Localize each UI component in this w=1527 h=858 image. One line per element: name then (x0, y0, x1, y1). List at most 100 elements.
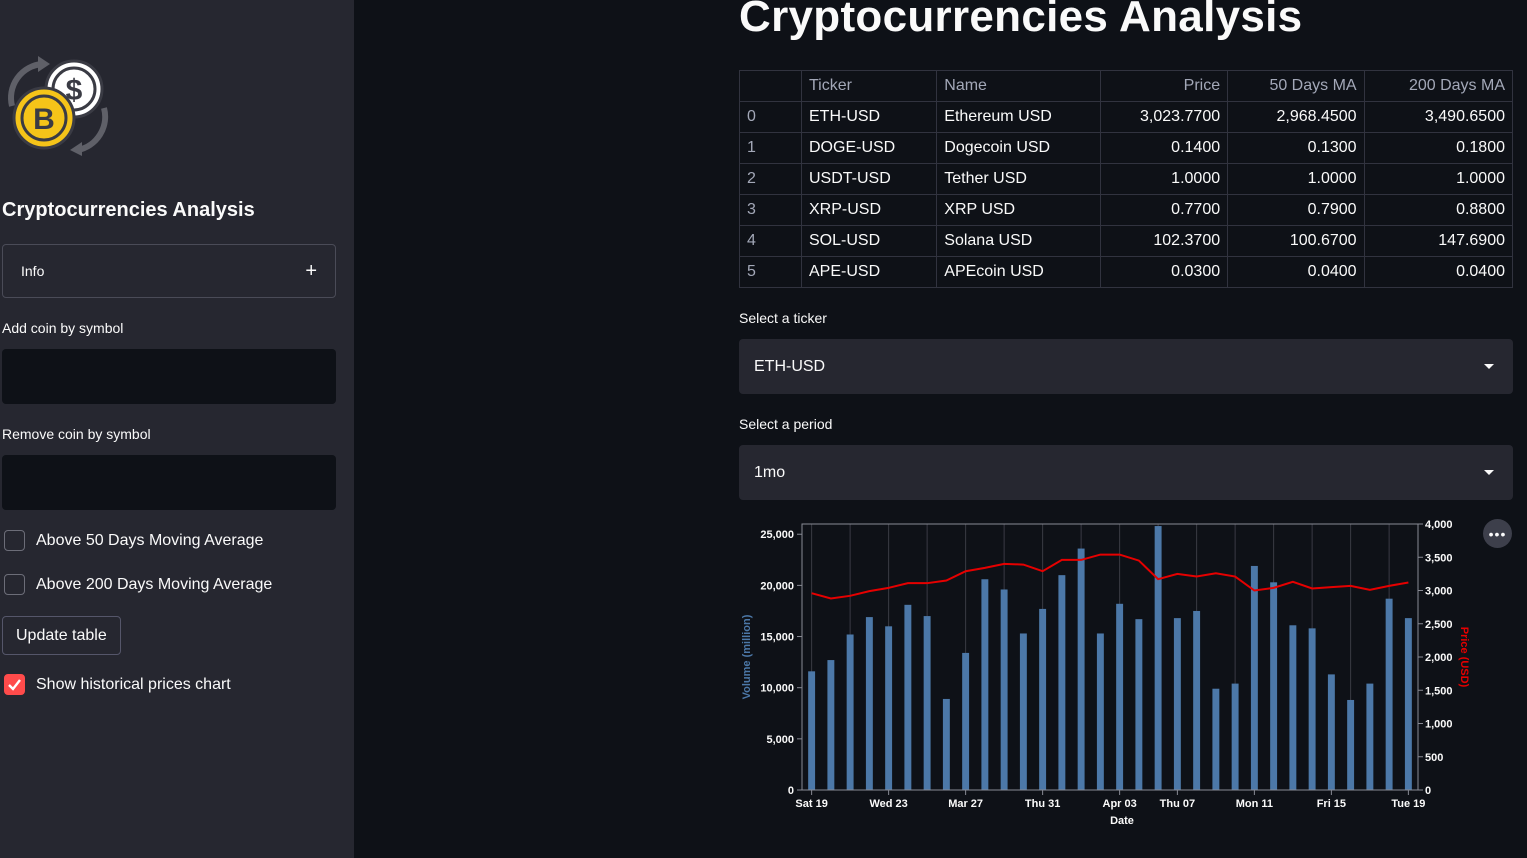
table-cell-ticker: XRP-USD (800, 194, 938, 226)
sidebar-title: Cryptocurrencies Analysis (2, 199, 255, 221)
right-axis-tick-label: 3,000 (1425, 586, 1453, 598)
column-header-name[interactable]: Name (936, 70, 1102, 102)
crypto-table: Ticker Name Price 50 Days MA 200 Days MA… (739, 70, 1514, 288)
left-axis-tick-label: 15,000 (760, 632, 794, 644)
table-cell-index: 3 (739, 194, 802, 226)
table-cell-200ma: 0.8800 (1363, 194, 1514, 226)
table-header-row: Ticker Name Price 50 Days MA 200 Days MA (739, 70, 1514, 102)
show-chart-label: Show historical prices chart (36, 675, 231, 693)
table-cell-index: 1 (739, 132, 802, 164)
x-axis-tick-label: Apr 03 (1103, 798, 1137, 810)
table-cell-price: 102.3700 (1100, 225, 1229, 257)
right-axis-tick-label: 0 (1425, 785, 1431, 797)
volume-bar (1058, 575, 1066, 790)
table-cell-index: 2 (739, 163, 802, 195)
table-cell-200ma: 1.0000 (1363, 163, 1514, 195)
x-axis-tick-label: Wed 23 (869, 798, 907, 810)
x-axis-title: Date (1110, 815, 1134, 827)
volume-bar (923, 616, 931, 790)
table-cell-name: Ethereum USD (936, 101, 1102, 133)
table-cell-200ma: 0.0400 (1363, 256, 1514, 288)
period-select[interactable]: 1mo (739, 445, 1513, 500)
volume-bar (1250, 565, 1258, 790)
svg-text:B: B (33, 103, 55, 136)
volume-bar (904, 604, 912, 790)
table-cell-ticker: APE-USD (800, 256, 938, 288)
volume-bar (1173, 618, 1181, 790)
show-chart-checkbox[interactable]: Show historical prices chart (4, 674, 231, 695)
volume-bar (808, 671, 816, 790)
period-select-value: 1mo (754, 463, 786, 481)
x-axis-tick-label: Thu 07 (1160, 798, 1195, 810)
column-header-index[interactable] (739, 70, 802, 102)
plot-frame (801, 523, 1419, 791)
volume-bar (1154, 526, 1162, 790)
volume-bar (1135, 619, 1143, 790)
volume-bar (1308, 628, 1316, 790)
volume-bar (1019, 633, 1027, 790)
table-cell-50ma: 0.7900 (1227, 194, 1365, 226)
volume-bar (1116, 603, 1124, 790)
right-axis-tick-label: 1,500 (1425, 685, 1453, 697)
right-axis-tick-label: 3,500 (1425, 552, 1453, 564)
table-cell-50ma: 0.0400 (1227, 256, 1365, 288)
volume-bar (865, 617, 873, 790)
above-200-ma-label: Above 200 Days Moving Average (36, 575, 273, 593)
price-line (811, 553, 1409, 600)
info-expander-label: Info (21, 263, 45, 279)
left-axis-tick-label: 5,000 (766, 734, 794, 746)
left-axis-title: Volume (million) (741, 614, 753, 699)
left-axis-tick-label: 20,000 (760, 580, 794, 592)
left-axis-tick-label: 25,000 (760, 529, 794, 541)
info-expander[interactable]: Info + (2, 244, 336, 298)
table-cell-price: 1.0000 (1100, 163, 1229, 195)
volume-bar (1231, 683, 1239, 790)
column-header-200ma[interactable]: 200 Days MA (1363, 70, 1514, 102)
ticker-select-value: ETH-USD (754, 357, 826, 375)
add-coin-input[interactable] (2, 349, 336, 404)
remove-coin-label: Remove coin by symbol (2, 426, 151, 442)
remove-coin-input[interactable] (2, 455, 336, 510)
volume-bar (827, 660, 835, 790)
table-cell-ticker: SOL-USD (800, 225, 938, 257)
ticker-select[interactable]: ETH-USD (739, 339, 1513, 394)
column-header-ticker[interactable]: Ticker (800, 70, 938, 102)
volume-bar (1327, 674, 1335, 790)
page-title: Cryptocurrencies Analysis (739, 0, 1303, 41)
above-50-ma-label: Above 50 Days Moving Average (36, 531, 264, 549)
column-header-price[interactable]: Price (1100, 70, 1229, 102)
table-row: 1 DOGE-USD Dogecoin USD 0.1400 0.1300 0.… (739, 132, 1514, 164)
table-row: 3 XRP-USD XRP USD 0.7700 0.7900 0.8800 (739, 194, 1514, 226)
table-cell-ticker: ETH-USD (800, 101, 938, 133)
table-cell-price: 0.7700 (1100, 194, 1229, 226)
above-50-ma-checkbox[interactable]: Above 50 Days Moving Average (4, 530, 263, 551)
volume-bar (1077, 548, 1085, 790)
checkbox-box[interactable] (4, 530, 25, 551)
table-cell-50ma: 0.1300 (1227, 132, 1365, 164)
x-axis-tick-label: Fri 15 (1317, 798, 1346, 810)
chevron-down-icon (1484, 364, 1494, 369)
column-header-50ma[interactable]: 50 Days MA (1227, 70, 1365, 102)
left-axis-tick-label: 10,000 (760, 683, 794, 695)
table-cell-ticker: USDT-USD (800, 163, 938, 195)
above-200-ma-checkbox[interactable]: Above 200 Days Moving Average (4, 574, 272, 595)
table-cell-index: 0 (739, 101, 802, 133)
volume-bar (1270, 582, 1278, 790)
volume-bar (1385, 598, 1393, 790)
volume-bar (1404, 618, 1412, 790)
volume-bar (885, 626, 893, 790)
table-cell-price: 0.0300 (1100, 256, 1229, 288)
svg-text:$: $ (66, 74, 83, 107)
right-axis-tick-label: 1,000 (1425, 719, 1453, 731)
checkbox-checked-icon[interactable] (4, 674, 25, 695)
table-cell-price: 0.1400 (1100, 132, 1229, 164)
table-cell-name: XRP USD (936, 194, 1102, 226)
more-horizontal-icon[interactable]: ••• (1483, 519, 1512, 548)
chevron-down-icon (1484, 470, 1494, 475)
update-table-button[interactable]: Update table (2, 616, 121, 655)
table-cell-name: Tether USD (936, 163, 1102, 195)
checkbox-box[interactable] (4, 574, 25, 595)
volume-bar (981, 579, 989, 790)
volume-bar (1193, 610, 1201, 790)
table-cell-ticker: DOGE-USD (800, 132, 938, 164)
